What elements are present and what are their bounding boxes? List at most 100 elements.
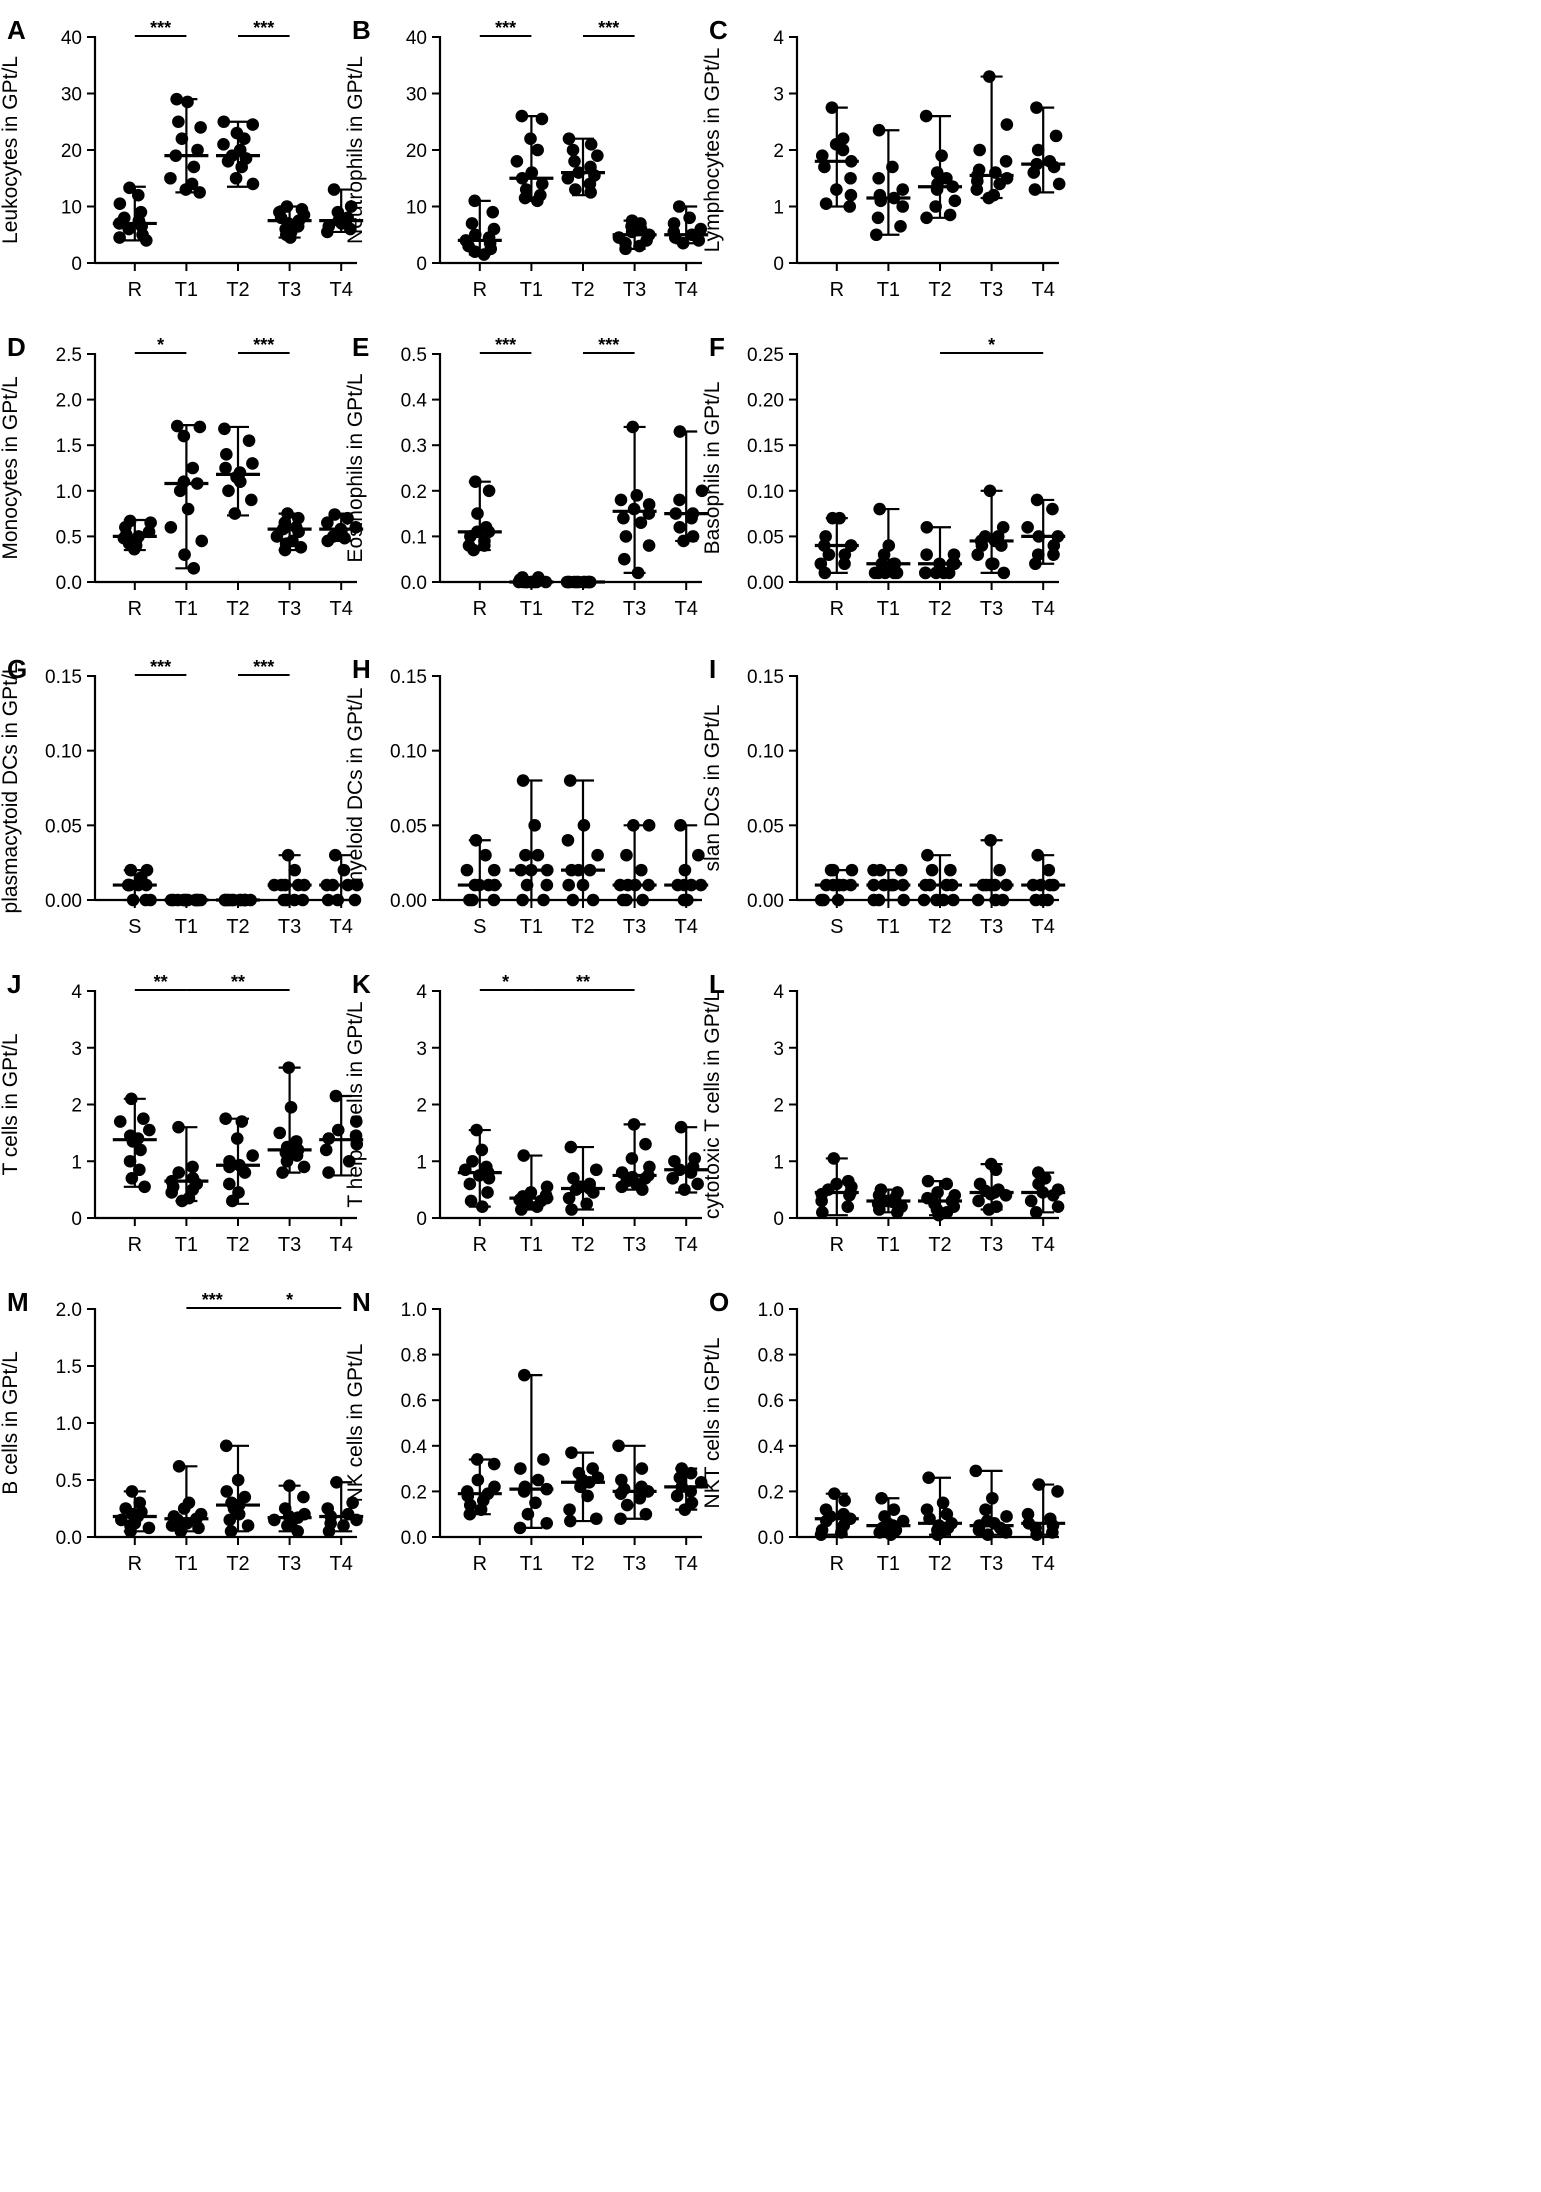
panel-b-ytick-label: 10 — [406, 198, 427, 219]
panel-l-data-point — [932, 1208, 946, 1222]
panel-g-letter: G — [7, 654, 27, 684]
panel-e-ytick-label: 0.5 — [401, 345, 427, 366]
panel-g-ytick-label: 0.00 — [45, 891, 82, 912]
panel-d-data-point — [222, 484, 235, 498]
panel-c-data-point — [844, 171, 857, 185]
panel-e: E 0.0 0.1 0.2 0.3 0.4 0.5 Eosinophils in GPt/L R… — [344, 332, 709, 620]
panel-a-data-point — [193, 186, 206, 199]
panel-m-significance-label: * — [286, 1290, 293, 1310]
panel-o-data-point — [1000, 1510, 1013, 1523]
panel-l-data-point — [891, 1206, 904, 1219]
panel-a-ytick-label: 10 — [61, 198, 82, 219]
panel-o-data-point — [835, 1526, 848, 1539]
panel-l-data-point — [931, 1186, 944, 1199]
panel-m-data-point — [124, 1525, 137, 1538]
panel-n-ytick-label: 1.0 — [401, 1300, 427, 1321]
panel-e-data-point — [478, 539, 491, 552]
panel-l-data-point — [921, 1174, 935, 1188]
panel-l-data-point — [982, 1203, 996, 1216]
panel-i-data-point — [946, 893, 960, 907]
panel-f-significance-label: * — [988, 335, 995, 355]
panel-b-data-point — [525, 166, 539, 179]
panel-d-data-point — [278, 543, 292, 557]
panel-j-data-point — [331, 1123, 345, 1137]
panel-f-ytick-label: 0.00 — [747, 573, 784, 594]
panel-a-ytick-label: 20 — [61, 141, 82, 162]
panel-d-data-point — [164, 520, 178, 534]
panel-e-ytick-label: 0.0 — [401, 573, 427, 594]
panel-f-data-point — [1021, 520, 1034, 534]
panel-o-data-point — [986, 1491, 999, 1505]
panel-i-data-point — [925, 863, 939, 877]
panel-h-data-point — [636, 893, 649, 907]
panel-e-significance-label: *** — [598, 335, 619, 355]
panel-n: N 0.0 0.2 0.4 0.6 0.8 1.0 NK cells in GPt/L R T1 T… — [344, 1287, 709, 1575]
panel-j-significance-label: ** — [154, 972, 168, 992]
panel-n-data-point — [612, 1439, 625, 1453]
panel-j-x-label: T2 — [226, 1234, 249, 1256]
panel-c-data-point — [871, 211, 885, 225]
panel-f-data-point — [833, 511, 846, 525]
panel-c-data-point — [830, 183, 843, 196]
panel-d: D 0.0 0.5 1.0 1.5 2.0 2.5 Monocytes in GPt/L R T1… — [0, 332, 364, 620]
panel-a-data-point — [172, 115, 185, 129]
panel-c-letter: C — [709, 15, 728, 45]
panel-k-data-point — [470, 1123, 483, 1137]
panel-f-data-point — [983, 484, 997, 498]
panel-e-data-point — [642, 498, 656, 511]
panel-n-data-point — [521, 1507, 535, 1521]
panel-l-data-point — [827, 1152, 841, 1165]
panel-a-data-point — [283, 231, 297, 244]
panel-i-data-point — [867, 863, 880, 877]
panel-l-data-point — [1024, 1194, 1038, 1208]
panel-d-data-point — [187, 562, 201, 575]
panel-e-data-point — [695, 484, 709, 498]
panel-a-data-point — [246, 118, 260, 131]
panel-l-x-label: T3 — [980, 1234, 1003, 1256]
panel-h-x-label: S — [473, 916, 486, 938]
panel-m-x-label: T3 — [278, 1553, 301, 1575]
panel-k-significance-label: * — [502, 972, 509, 992]
panel-g-ytick-label: 0.05 — [45, 816, 82, 837]
panel-j-data-point — [143, 1123, 156, 1137]
panel-d-data-point — [219, 461, 232, 475]
panel-e-data-point — [642, 539, 656, 552]
panel-k-data-point — [615, 1180, 629, 1194]
panel-e-data-point — [630, 489, 644, 502]
panel-n-data-point — [639, 1507, 653, 1521]
panel-c-data-point — [1028, 183, 1042, 196]
panel-n-data-point — [463, 1507, 477, 1521]
panel-a-data-point — [131, 188, 145, 202]
panel-e-ytick-label: 0.4 — [401, 391, 428, 412]
panel-o-data-point — [1051, 1485, 1064, 1498]
panel-a-data-point — [164, 171, 177, 185]
panel-m-data-point — [172, 1460, 186, 1473]
panel-m-data-point — [177, 1502, 191, 1515]
panel-j-data-point — [137, 1112, 150, 1125]
panel-k-x-label: T2 — [571, 1234, 594, 1256]
panel-b-data-point — [584, 138, 598, 151]
panel-b-data-point — [518, 191, 532, 205]
panel-a-ytick-label: 40 — [61, 28, 82, 49]
panel-k-data-point — [564, 1140, 578, 1154]
panel-h-data-point — [616, 893, 630, 907]
panel-c-data-point — [896, 183, 910, 196]
panel-l-ytick-label: 1 — [773, 1152, 784, 1173]
panel-d-y-label: Monocytes in GPt/L — [0, 376, 22, 559]
panel-b-significance-label: *** — [598, 18, 619, 38]
panel-o-data-point — [931, 1528, 944, 1542]
panel-i-data-point — [1042, 863, 1056, 877]
panel-h-data-point — [566, 893, 580, 907]
panel-f-ytick-label: 0.25 — [747, 345, 784, 366]
panel-c-data-point — [896, 200, 910, 213]
panel-l: L 0 1 2 3 4 cytotoxic T cells in GPt/L R T1 T2 T3 T… — [701, 969, 1066, 1256]
panel-o-data-point — [875, 1491, 888, 1505]
panel-f-data-point — [1047, 539, 1061, 552]
panel-f-ytick-label: 0.05 — [747, 527, 784, 548]
panel-n-data-point — [517, 1485, 531, 1498]
panel-h-data-point — [678, 863, 692, 877]
panel-m-data-point — [297, 1490, 310, 1504]
panel-c: C 0 1 2 3 4 Lymphocytes in GPt/L R T1 T2 T3 T4 — [701, 15, 1066, 301]
panel-d-x-label: T1 — [175, 598, 198, 620]
